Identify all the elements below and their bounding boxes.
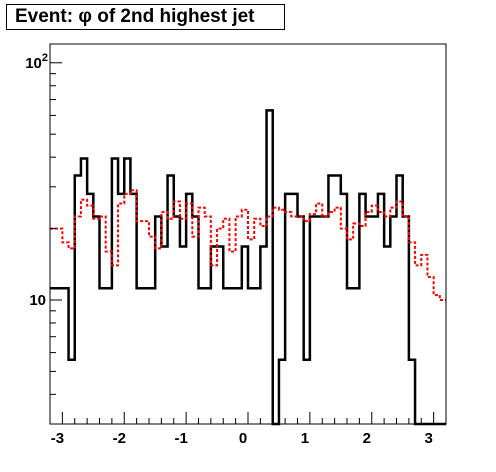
axis-layer: -3 -2 -1 0 1 2 3 10 102: [25, 52, 447, 447]
x-tick-label: -1: [174, 430, 187, 447]
x-tick-label: -3: [51, 430, 64, 447]
histogram-series-1: [50, 109, 446, 426]
histogram-layer: [50, 109, 446, 426]
x-tick-label: -2: [113, 430, 126, 447]
histogram-series-2: [50, 189, 446, 301]
y-tick-label: 102: [25, 52, 48, 72]
x-tick-label: 1: [301, 430, 309, 447]
x-tick-label: 0: [239, 430, 247, 447]
x-tick-label: 2: [363, 430, 371, 447]
x-tick-label: 3: [424, 430, 432, 447]
chart-title: Event: φ of 2nd highest jet: [6, 4, 285, 30]
y-tick-label: 10: [29, 292, 46, 309]
